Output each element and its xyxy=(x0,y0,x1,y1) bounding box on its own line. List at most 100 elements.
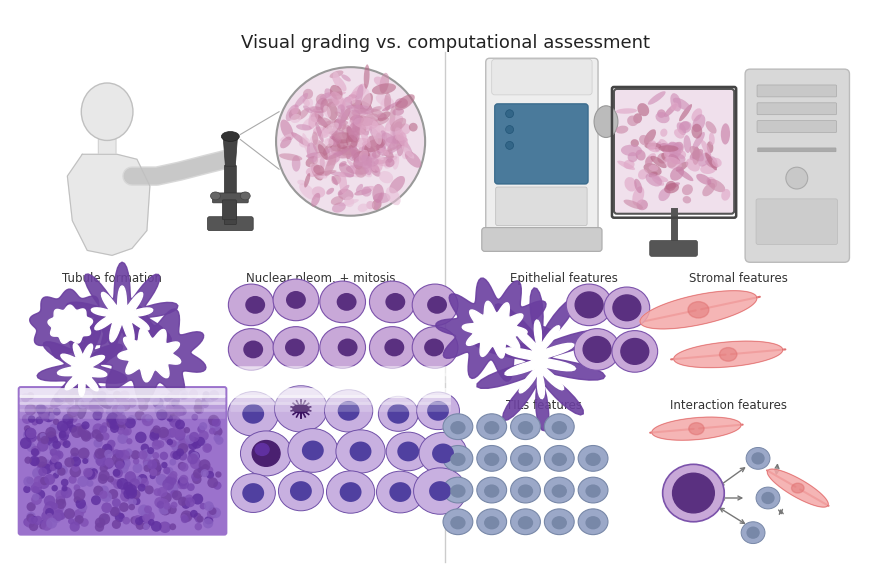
Ellipse shape xyxy=(331,121,347,129)
FancyBboxPatch shape xyxy=(223,200,236,220)
Ellipse shape xyxy=(61,487,69,495)
Ellipse shape xyxy=(340,99,345,113)
Ellipse shape xyxy=(132,515,143,526)
Ellipse shape xyxy=(40,520,47,527)
Ellipse shape xyxy=(61,486,68,492)
Ellipse shape xyxy=(193,513,201,521)
Ellipse shape xyxy=(114,458,125,469)
Ellipse shape xyxy=(385,116,404,131)
Ellipse shape xyxy=(41,414,49,421)
Ellipse shape xyxy=(143,461,151,469)
Ellipse shape xyxy=(24,457,32,464)
Ellipse shape xyxy=(314,170,337,176)
Ellipse shape xyxy=(190,458,201,469)
Ellipse shape xyxy=(616,108,637,114)
Ellipse shape xyxy=(205,467,213,474)
Ellipse shape xyxy=(396,133,405,156)
Ellipse shape xyxy=(552,485,567,497)
Ellipse shape xyxy=(26,432,37,443)
Ellipse shape xyxy=(25,518,35,528)
Ellipse shape xyxy=(102,514,108,521)
Ellipse shape xyxy=(144,511,155,522)
Ellipse shape xyxy=(158,498,169,510)
Ellipse shape xyxy=(791,483,804,493)
Ellipse shape xyxy=(192,439,202,449)
Ellipse shape xyxy=(519,485,533,497)
Ellipse shape xyxy=(356,167,366,178)
Polygon shape xyxy=(652,417,741,440)
Ellipse shape xyxy=(670,167,684,181)
Ellipse shape xyxy=(157,501,164,509)
Ellipse shape xyxy=(76,498,86,509)
Ellipse shape xyxy=(202,394,210,403)
Ellipse shape xyxy=(151,521,161,532)
Ellipse shape xyxy=(672,142,683,156)
Ellipse shape xyxy=(756,487,780,509)
Ellipse shape xyxy=(38,461,47,471)
Ellipse shape xyxy=(357,109,373,115)
Ellipse shape xyxy=(178,390,188,400)
Ellipse shape xyxy=(100,486,109,494)
Ellipse shape xyxy=(50,449,57,456)
Ellipse shape xyxy=(702,183,715,196)
Ellipse shape xyxy=(402,150,409,159)
Ellipse shape xyxy=(376,94,395,107)
Ellipse shape xyxy=(376,142,385,156)
Ellipse shape xyxy=(23,476,34,487)
Ellipse shape xyxy=(338,189,354,200)
Ellipse shape xyxy=(96,456,107,467)
Ellipse shape xyxy=(64,508,75,519)
Ellipse shape xyxy=(45,461,56,472)
Ellipse shape xyxy=(65,395,73,404)
Ellipse shape xyxy=(385,158,395,167)
Ellipse shape xyxy=(95,457,102,465)
Ellipse shape xyxy=(152,425,160,433)
Ellipse shape xyxy=(347,127,356,141)
Ellipse shape xyxy=(552,453,567,465)
Ellipse shape xyxy=(392,134,401,144)
Ellipse shape xyxy=(696,174,711,185)
Ellipse shape xyxy=(280,137,291,148)
Ellipse shape xyxy=(701,140,711,156)
Ellipse shape xyxy=(150,469,158,476)
Ellipse shape xyxy=(104,458,114,467)
Ellipse shape xyxy=(314,165,324,175)
Ellipse shape xyxy=(199,460,210,471)
Ellipse shape xyxy=(370,138,381,150)
Ellipse shape xyxy=(477,509,507,535)
Ellipse shape xyxy=(199,431,208,440)
Ellipse shape xyxy=(80,508,86,514)
Ellipse shape xyxy=(54,461,62,469)
Ellipse shape xyxy=(477,477,507,503)
Ellipse shape xyxy=(333,152,342,156)
FancyBboxPatch shape xyxy=(757,148,836,152)
Ellipse shape xyxy=(36,417,44,424)
Ellipse shape xyxy=(130,516,139,525)
Polygon shape xyxy=(48,305,93,343)
Ellipse shape xyxy=(181,510,192,522)
Ellipse shape xyxy=(102,457,114,469)
Ellipse shape xyxy=(676,122,686,135)
Ellipse shape xyxy=(39,523,45,529)
Ellipse shape xyxy=(44,495,55,507)
Ellipse shape xyxy=(111,520,121,529)
Ellipse shape xyxy=(159,429,170,440)
Ellipse shape xyxy=(179,479,189,489)
Ellipse shape xyxy=(102,458,114,469)
Ellipse shape xyxy=(129,478,140,489)
Ellipse shape xyxy=(686,158,700,171)
Ellipse shape xyxy=(143,458,151,467)
Ellipse shape xyxy=(151,459,159,467)
Ellipse shape xyxy=(339,482,362,502)
Ellipse shape xyxy=(144,485,154,494)
Ellipse shape xyxy=(187,453,198,464)
Ellipse shape xyxy=(386,146,393,163)
Ellipse shape xyxy=(143,520,151,528)
Ellipse shape xyxy=(189,432,200,442)
Ellipse shape xyxy=(384,339,405,356)
FancyBboxPatch shape xyxy=(757,85,837,97)
Ellipse shape xyxy=(124,488,135,500)
Ellipse shape xyxy=(664,157,682,170)
Ellipse shape xyxy=(46,518,57,529)
Ellipse shape xyxy=(71,426,83,438)
